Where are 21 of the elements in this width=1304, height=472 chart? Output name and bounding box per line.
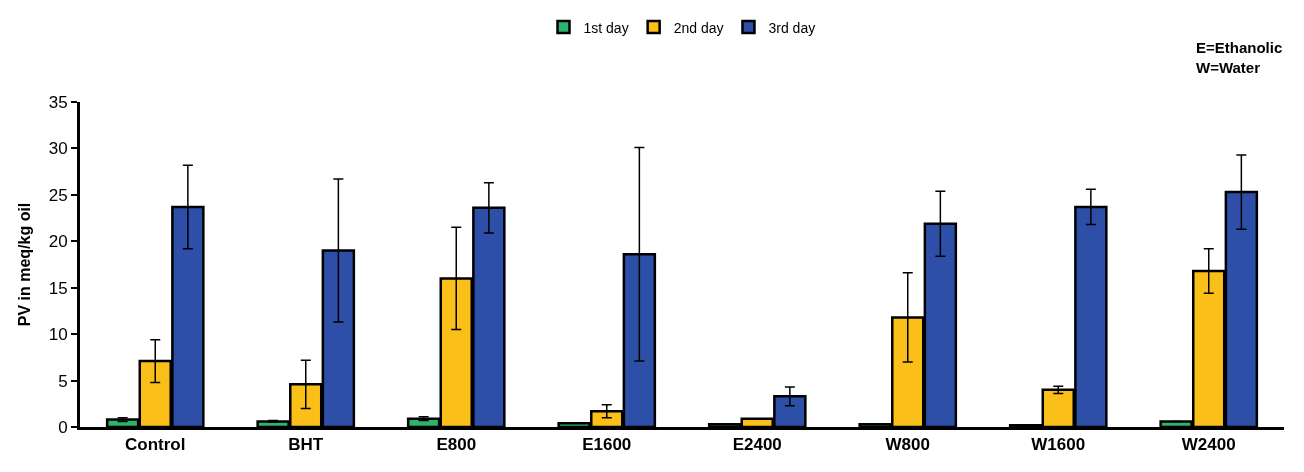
x-tick-label: E2400	[732, 435, 782, 455]
legend-label: 1st day	[583, 19, 629, 36]
y-tick-label: 5	[58, 371, 68, 391]
x-tick-label: W1600	[1031, 435, 1086, 455]
legend-label: 2nd day	[673, 19, 724, 36]
y-tick-label: 0	[58, 417, 68, 437]
x-tick-label: W800	[885, 435, 930, 455]
legend-label: 3rd day	[768, 19, 816, 36]
x-tick-label: BHT	[288, 435, 324, 455]
text: E=Ethanolic W=Water	[1196, 39, 1283, 76]
y-tick-label: 10	[48, 325, 68, 345]
y-axis-title: PV in meq/kg oil	[15, 202, 33, 327]
y-tick-label: 15	[48, 278, 68, 298]
y-tick-label: 30	[48, 139, 68, 159]
x-tick-label: W2400	[1181, 435, 1236, 455]
y-tick-label: 35	[48, 92, 68, 112]
y-tick-label: 25	[48, 185, 68, 205]
x-tick-label: Control	[125, 435, 186, 455]
x-tick-label: E1600	[582, 435, 632, 455]
x-tick-label: E800	[436, 435, 477, 455]
y-tick-label: 20	[48, 232, 68, 252]
